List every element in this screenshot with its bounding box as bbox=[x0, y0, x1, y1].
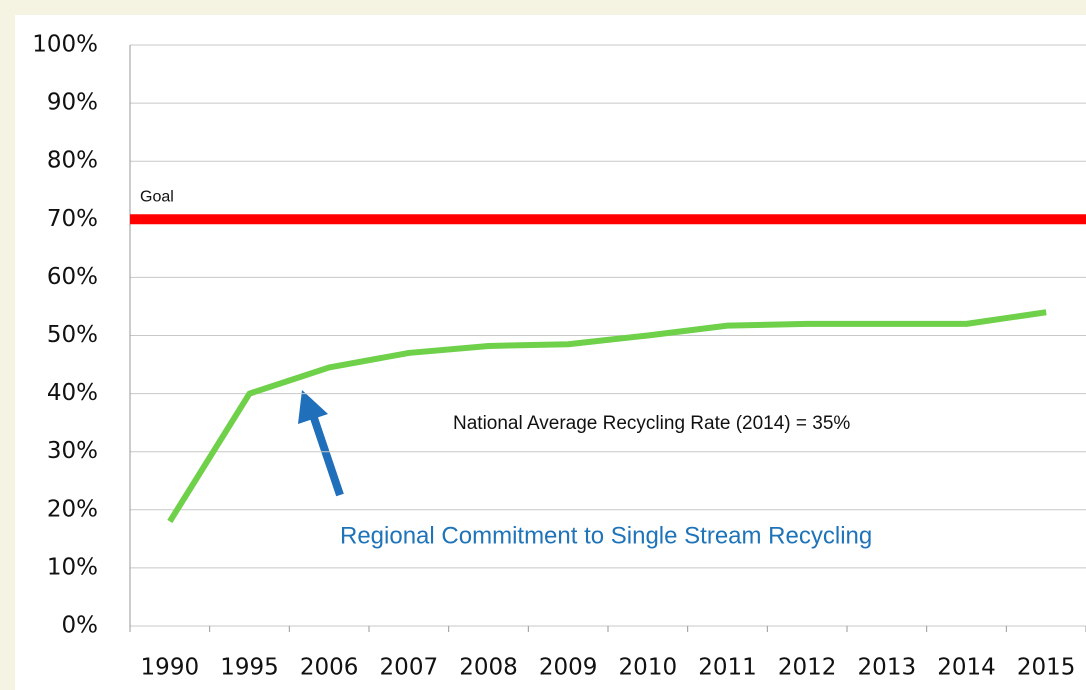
y-tick-label: 30% bbox=[47, 438, 98, 464]
x-tick-label: 2007 bbox=[380, 655, 439, 681]
x-tick-label: 1990 bbox=[141, 655, 200, 681]
x-tick-label: 2009 bbox=[539, 655, 598, 681]
y-tick-label: 80% bbox=[47, 148, 98, 174]
y-tick-label: 20% bbox=[47, 496, 98, 522]
y-tick-label: 70% bbox=[47, 206, 98, 232]
x-tick-label: 2015 bbox=[1017, 655, 1076, 681]
x-tick-label: 2006 bbox=[300, 655, 359, 681]
y-tick-label: 40% bbox=[47, 380, 98, 406]
x-tick-label: 2012 bbox=[778, 655, 837, 681]
plot-background bbox=[15, 15, 1086, 690]
x-tick-label: 2008 bbox=[459, 655, 518, 681]
x-tick-label: 2011 bbox=[698, 655, 757, 681]
annotation: National Average Recycling Rate (2014) =… bbox=[453, 413, 850, 434]
y-tick-label: 50% bbox=[47, 322, 98, 348]
arrow-head bbox=[298, 390, 328, 424]
y-tick-label: 90% bbox=[47, 90, 98, 116]
y-tick-label: 0% bbox=[62, 613, 99, 639]
arrow-shaft bbox=[310, 416, 344, 497]
x-tick-label: 2014 bbox=[937, 655, 996, 681]
x-tick-label: 1995 bbox=[220, 655, 279, 681]
x-tick-label: 2013 bbox=[858, 655, 917, 681]
goal-label: Goal bbox=[140, 189, 174, 206]
data-line bbox=[167, 309, 1047, 524]
y-tick-label: 10% bbox=[47, 554, 98, 580]
annotation: Regional Commitment to Single Stream Rec… bbox=[340, 522, 872, 549]
y-tick-label: 60% bbox=[47, 264, 98, 290]
y-tick-label: 100% bbox=[32, 32, 98, 58]
x-tick-label: 2010 bbox=[619, 655, 678, 681]
